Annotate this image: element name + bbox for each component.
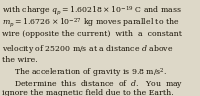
Text: $m_p = 1.6726 \times 10^{-27}$ kg moves parallel to the: $m_p = 1.6726 \times 10^{-27}$ kg moves … [2,17,180,30]
Text: the wire.: the wire. [2,56,38,64]
Text: Determine  this  distance  of  $d$.   You  may: Determine this distance of $d$. You may [14,78,183,90]
Text: with charge $q_p = 1.60218 \times 10^{-19}$ C and mass: with charge $q_p = 1.60218 \times 10^{-1… [2,4,182,17]
Text: velocity of 25200 m/s at a distance $d$ above: velocity of 25200 m/s at a distance $d$ … [2,43,174,55]
Text: The acceleration of gravity is 9.8 m/s$^2$.: The acceleration of gravity is 9.8 m/s$^… [14,67,167,81]
Text: wire (opposite the current)  with  a  constant: wire (opposite the current) with a const… [2,30,182,38]
Text: ignore the magnetic field due to the Earth.: ignore the magnetic field due to the Ear… [2,89,174,96]
